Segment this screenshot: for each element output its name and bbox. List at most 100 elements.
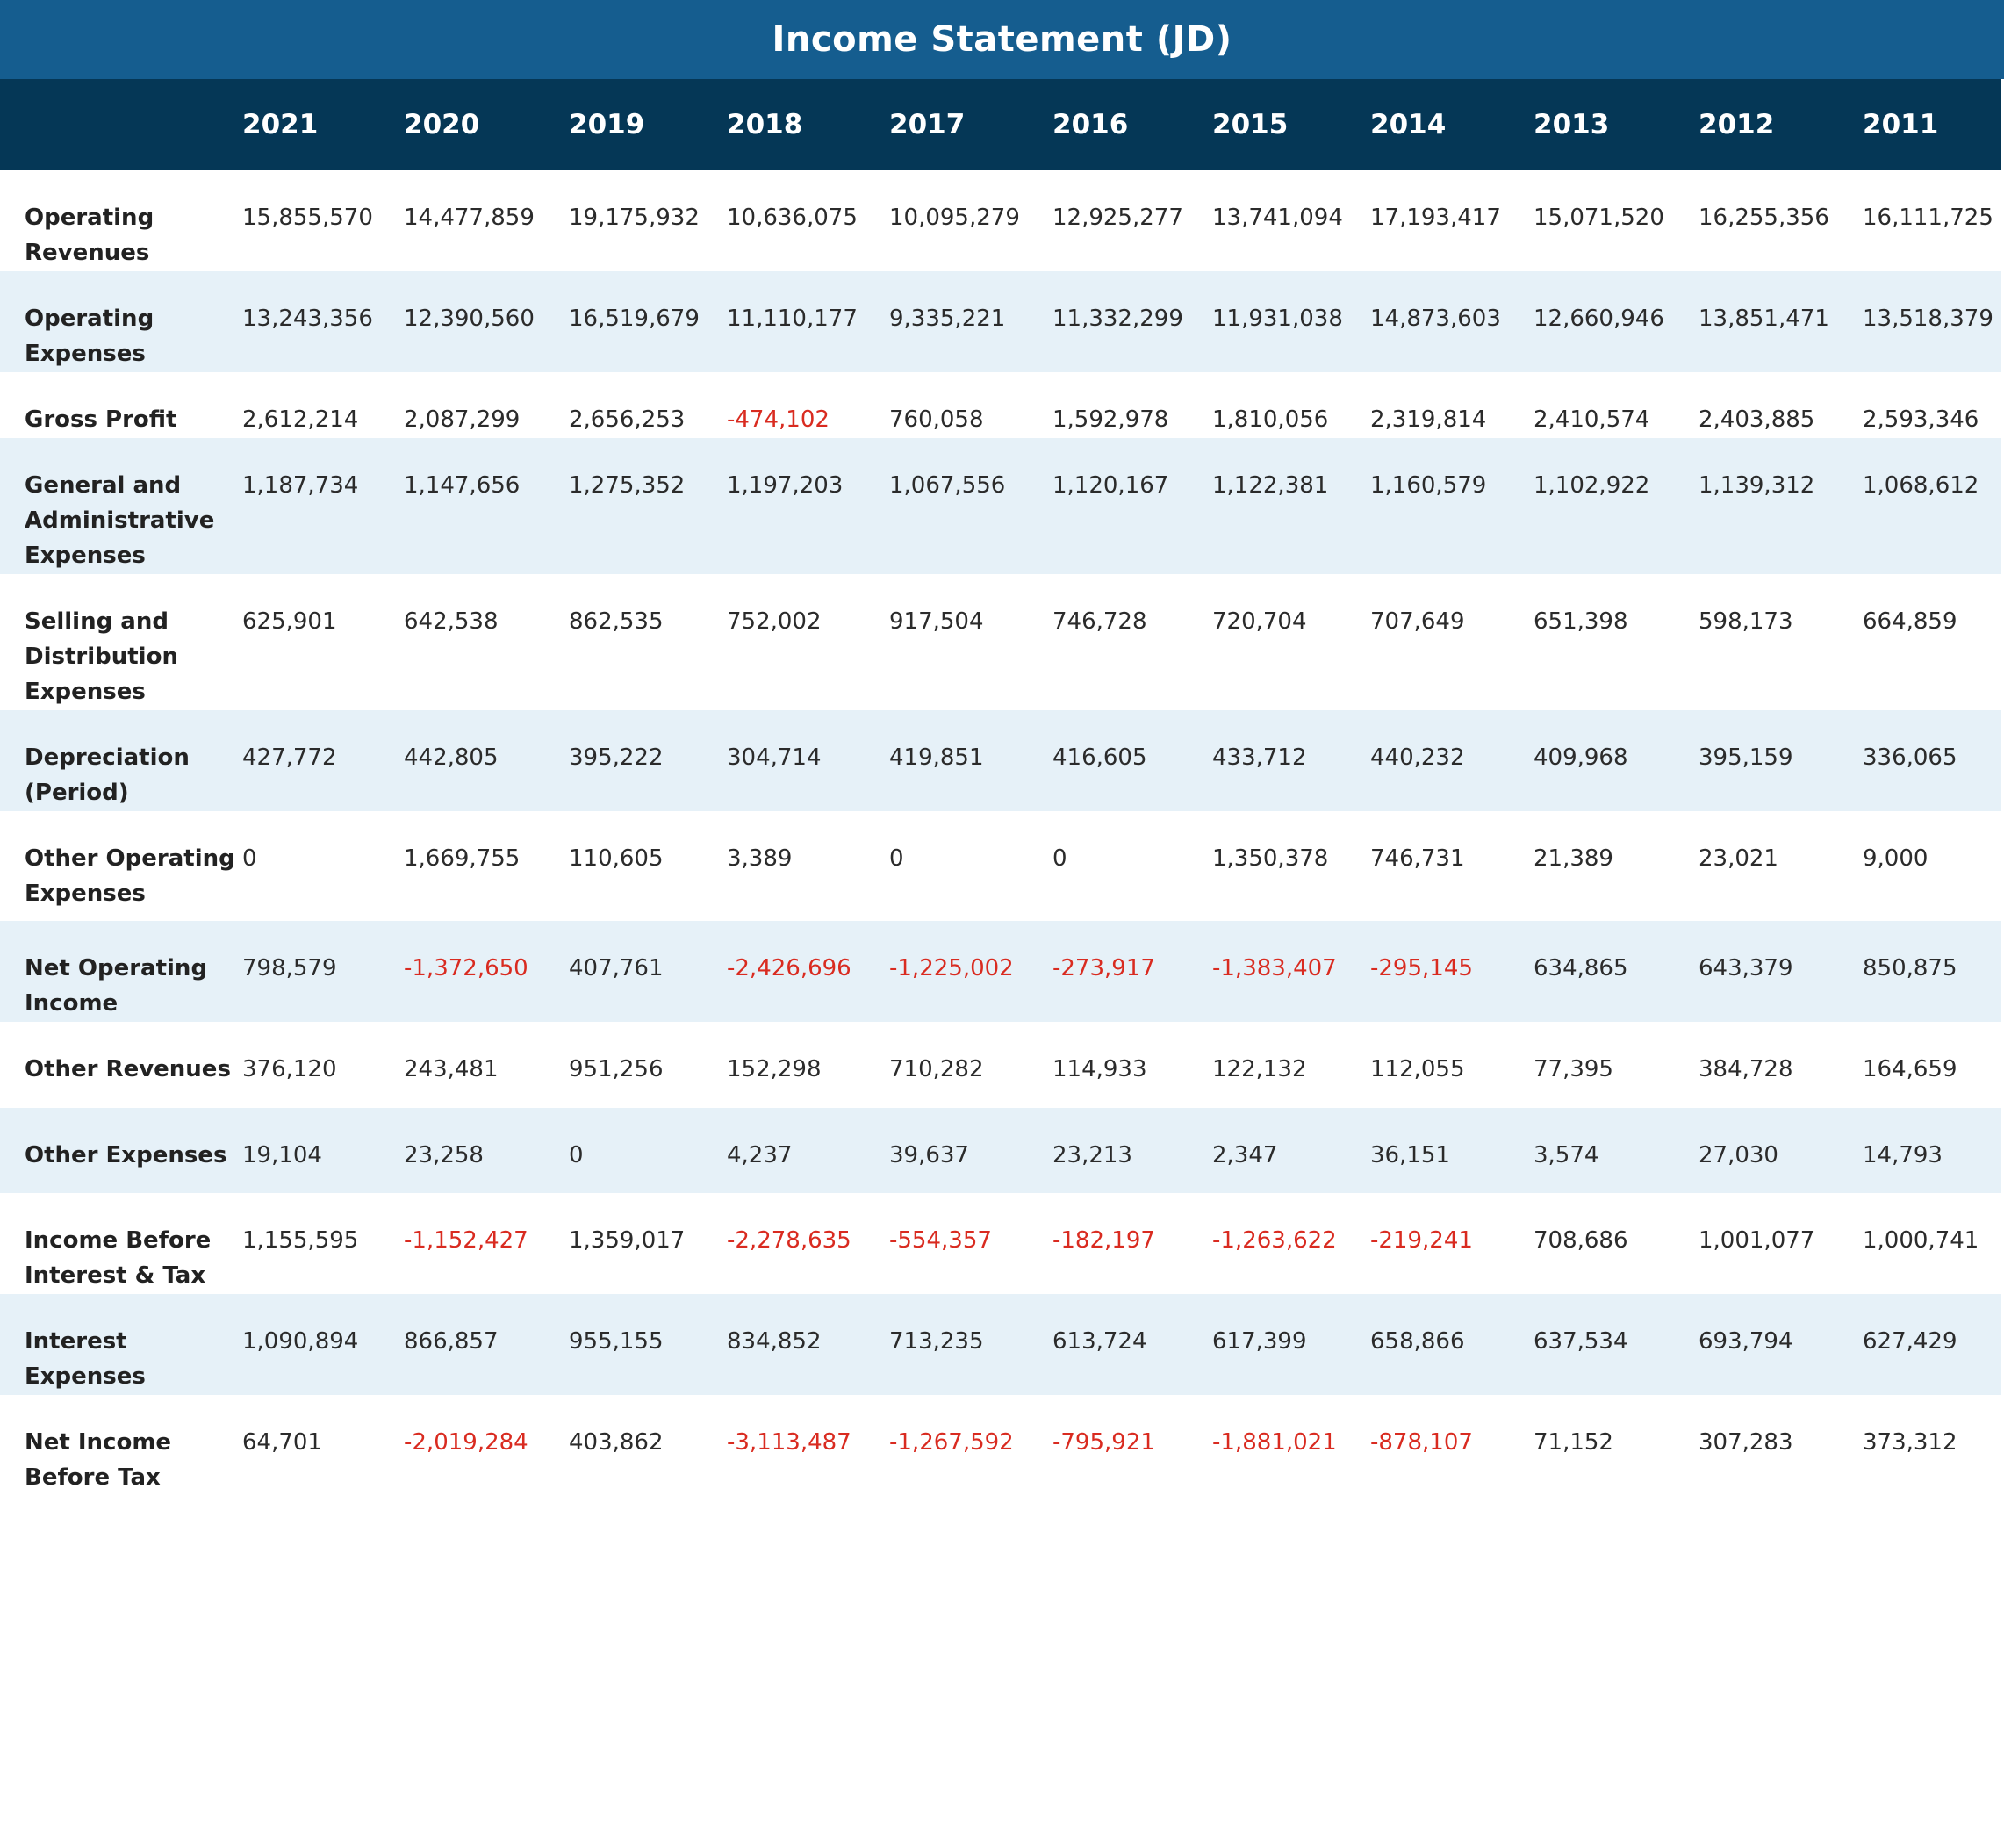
table-cell: 3,574	[1534, 1142, 1599, 1168]
year-header-2021: 2021	[242, 109, 319, 140]
table-cell: 0	[569, 1142, 584, 1168]
table-cell: 395,159	[1699, 744, 1793, 771]
table-cell: 1,350,378	[1212, 845, 1329, 872]
table-cell: 1,160,579	[1370, 472, 1487, 499]
table-cell: 752,002	[727, 608, 822, 635]
table-cell: 433,712	[1212, 744, 1307, 771]
table-cell: 12,390,560	[404, 306, 535, 332]
table-cell: -1,152,427	[404, 1227, 528, 1254]
table-cell: 625,901	[242, 608, 337, 635]
table-cell: -2,278,635	[727, 1227, 851, 1254]
row-label: Other Expenses	[25, 1142, 227, 1168]
table-cell: 693,794	[1699, 1328, 1793, 1355]
table-cell: 0	[889, 845, 904, 872]
table-cell: -295,145	[1370, 955, 1473, 982]
table-cell: 746,731	[1370, 845, 1465, 872]
table-cell: 2,319,814	[1370, 406, 1487, 433]
table-cell: 634,865	[1534, 955, 1628, 982]
table-cell: -2,019,284	[404, 1429, 528, 1456]
table-cell: 304,714	[727, 744, 822, 771]
table-cell: 1,147,656	[404, 472, 521, 499]
table-row: Other Revenues 376,120 243,481 951,256 152,2…	[0, 1022, 2001, 1108]
table-cell: -3,113,487	[727, 1429, 851, 1456]
header-label-cell	[0, 79, 242, 170]
table-cell: 243,481	[404, 1056, 499, 1082]
table-cell: 2,403,885	[1699, 406, 1815, 433]
table-cell: 1,001,077	[1699, 1227, 1815, 1254]
table-cell: 15,855,570	[242, 205, 373, 231]
row-label: Other Revenues	[25, 1056, 231, 1082]
table-cell: 664,859	[1863, 608, 1957, 635]
table-cell: -795,921	[1052, 1429, 1155, 1456]
table-cell: 2,410,574	[1534, 406, 1650, 433]
table-cell: 955,155	[569, 1328, 664, 1355]
table-row: Operating Expenses 13,243,356 12,390,560 16…	[0, 271, 2001, 372]
table-cell: 11,931,038	[1212, 306, 1343, 332]
table-cell: 1,155,595	[242, 1227, 359, 1254]
table-cell: 15,071,520	[1534, 205, 1664, 231]
table-cell: 13,741,094	[1212, 205, 1343, 231]
table-cell: 1,359,017	[569, 1227, 686, 1254]
table-cell: -878,107	[1370, 1429, 1473, 1456]
table-cell: 746,728	[1052, 608, 1147, 635]
table-cell: -2,426,696	[727, 955, 851, 982]
year-header-2012: 2012	[1699, 109, 1775, 140]
table-row: Other Expenses 19,104 23,258 0 4,237 39,637 23…	[0, 1108, 2001, 1193]
table-cell: -1,881,021	[1212, 1429, 1337, 1456]
table-cell: -182,197	[1052, 1227, 1155, 1254]
table-cell: 627,429	[1863, 1328, 1957, 1355]
table-cell: 850,875	[1863, 955, 1957, 982]
table-cell: 16,111,725	[1863, 205, 1993, 231]
table-cell: -1,225,002	[889, 955, 1014, 982]
table-cell: 1,102,922	[1534, 472, 1650, 499]
table-cell: 77,395	[1534, 1056, 1613, 1082]
table-cell: 1,067,556	[889, 472, 1006, 499]
table-cell: 1,275,352	[569, 472, 686, 499]
table-cell: 442,805	[404, 744, 499, 771]
table-cell: 403,862	[569, 1429, 664, 1456]
year-header-2020: 2020	[404, 109, 480, 140]
table-cell: 0	[242, 845, 257, 872]
table-cell: 14,477,859	[404, 205, 535, 231]
table-cell: -474,102	[727, 406, 830, 433]
table-row: Operating Revenues 15,855,570 14,477,859 19…	[0, 170, 2001, 271]
table-cell: 1,669,755	[404, 845, 521, 872]
table-cell: 643,379	[1699, 955, 1793, 982]
table-cell: 834,852	[727, 1328, 822, 1355]
table-cell: 2,593,346	[1863, 406, 1979, 433]
table-cell: 152,298	[727, 1056, 822, 1082]
table-cell: 708,686	[1534, 1227, 1628, 1254]
table-cell: 11,110,177	[727, 306, 858, 332]
table-cell: 16,519,679	[569, 306, 700, 332]
table-cell: 373,312	[1863, 1429, 1957, 1456]
year-header-2015: 2015	[1212, 109, 1289, 140]
table-cell: 19,175,932	[569, 205, 700, 231]
table-cell: 1,090,894	[242, 1328, 359, 1355]
table-cell: 16,255,356	[1699, 205, 1829, 231]
table-cell: -554,357	[889, 1227, 992, 1254]
table-cell: 23,021	[1699, 845, 1778, 872]
table-cell: 2,087,299	[404, 406, 521, 433]
row-label: General and Administrative Expenses	[25, 472, 215, 569]
table-cell: 617,399	[1212, 1328, 1307, 1355]
table-cell: 440,232	[1370, 744, 1465, 771]
table-cell: 0	[1052, 845, 1067, 872]
table-cell: 1,122,381	[1212, 472, 1329, 499]
table-row: Depreciation (Period) 427,772 442,805 395,2…	[0, 710, 2001, 811]
table-cell: 1,810,056	[1212, 406, 1329, 433]
table-cell: 409,968	[1534, 744, 1628, 771]
table-cell: 416,605	[1052, 744, 1147, 771]
table-cell: 336,065	[1863, 744, 1957, 771]
table-cell: 36,151	[1370, 1142, 1450, 1168]
table-cell: 720,704	[1212, 608, 1307, 635]
table-cell: 10,636,075	[727, 205, 858, 231]
table-cell: 110,605	[569, 845, 664, 872]
row-label: Depreciation (Period)	[25, 744, 190, 806]
table-cell: 14,873,603	[1370, 306, 1501, 332]
year-header-2011: 2011	[1863, 109, 1939, 140]
table-cell: 598,173	[1699, 608, 1793, 635]
table-cell: 12,925,277	[1052, 205, 1183, 231]
table-cell: 713,235	[889, 1328, 984, 1355]
table-row: Other Operating Expenses 0 1,669,755 110,60…	[0, 811, 2001, 921]
table-cell: 9,335,221	[889, 306, 1006, 332]
